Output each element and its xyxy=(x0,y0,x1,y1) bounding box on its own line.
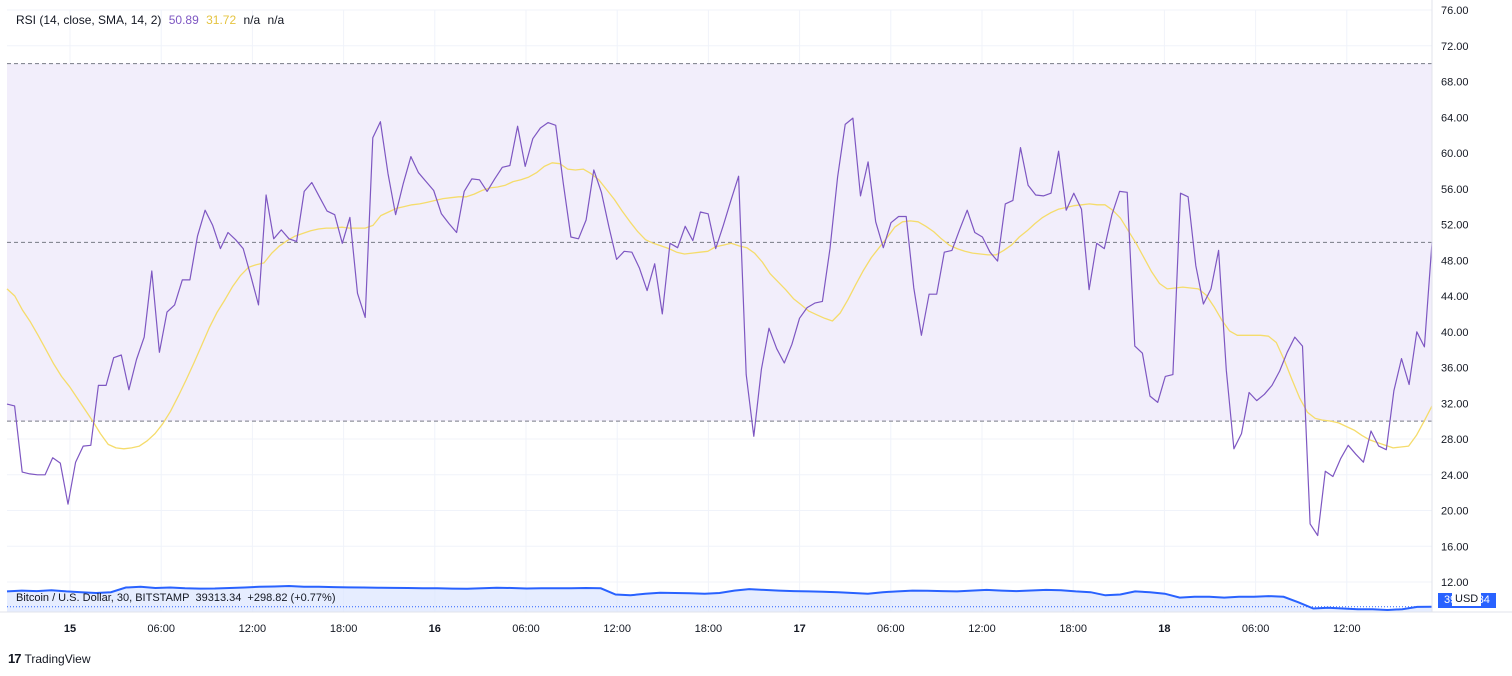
price-pane xyxy=(6,584,1433,612)
sma-value: 31.72 xyxy=(206,13,237,27)
x-tick-label: 06:00 xyxy=(877,623,905,635)
y-tick-label: 52.00 xyxy=(1441,220,1469,232)
rsi-band-background xyxy=(7,63,1432,422)
y-tick-label: 56.00 xyxy=(1441,184,1469,196)
x-tick-label: 15 xyxy=(64,623,76,635)
y-tick-label: 76.00 xyxy=(1441,5,1469,17)
x-tick-label: 18:00 xyxy=(330,623,358,635)
y-tick-label: 40.00 xyxy=(1441,327,1469,339)
series-sma-line xyxy=(6,162,1433,450)
y-tick-label: 72.00 xyxy=(1441,41,1469,53)
currency-label[interactable]: USD xyxy=(1452,592,1482,606)
y-tick-label: 48.00 xyxy=(1441,255,1469,267)
x-tick-label: 06:00 xyxy=(147,623,175,635)
main-series-legend[interactable]: Bitcoin / U.S. Dollar, 30, BITSTAMP 3931… xyxy=(16,592,339,604)
y-tick-label: 16.00 xyxy=(1441,541,1469,553)
y-tick-label: 60.00 xyxy=(1441,148,1469,160)
na-value-1: n/a xyxy=(243,13,261,27)
tradingview-logo[interactable]: 17 TradingView xyxy=(8,651,91,666)
x-tick-label: 12:00 xyxy=(603,623,631,635)
symbol-change: +298.82 (+0.77%) xyxy=(247,592,336,604)
tradingview-logo-icon: 17 xyxy=(8,651,22,666)
x-tick-label: 18:00 xyxy=(695,623,723,635)
x-tick-label: 18:00 xyxy=(1059,623,1087,635)
indicator-title: RSI (14, close, SMA, 14, 2) xyxy=(16,13,162,27)
price-line xyxy=(6,584,1433,612)
y-tick-label: 24.00 xyxy=(1441,470,1469,482)
y-tick-label: 20.00 xyxy=(1441,506,1469,518)
symbol-title: Bitcoin / U.S. Dollar, 30, BITSTAMP xyxy=(16,592,190,604)
y-tick-label: 68.00 xyxy=(1441,77,1469,89)
series-rsi-line xyxy=(6,117,1433,537)
price-area xyxy=(7,586,1432,612)
x-tick-label: 16 xyxy=(429,623,441,635)
y-tick-label: 36.00 xyxy=(1441,363,1469,375)
y-tick-label: 44.00 xyxy=(1441,291,1469,303)
x-tick-label: 06:00 xyxy=(512,623,540,635)
indicator-legend[interactable]: RSI (14, close, SMA, 14, 2) 50.89 31.72 … xyxy=(16,13,288,27)
price-axis[interactable]: 76.00 72.00 68.00 64.00 60.00 56.00 52.00 48.00… xyxy=(1441,5,1469,589)
time-axis[interactable]: 15 06:00 12:00 18:00 16 06:00 12:00 18:00 17 06:0… xyxy=(64,623,1361,635)
y-tick-label: 64.00 xyxy=(1441,112,1469,124)
symbol-price: 39313.34 xyxy=(195,592,242,604)
x-tick-label: 12:00 xyxy=(1333,623,1361,635)
y-tick-label: 32.00 xyxy=(1441,398,1469,410)
x-tick-label: 18 xyxy=(1158,623,1170,635)
na-value-2: n/a xyxy=(267,13,285,27)
x-tick-label: 12:00 xyxy=(968,623,996,635)
x-tick-label: 12:00 xyxy=(239,623,267,635)
x-tick-label: 06:00 xyxy=(1242,623,1270,635)
rsi-value: 50.89 xyxy=(168,13,199,27)
tradingview-logo-text: TradingView xyxy=(24,651,91,666)
y-tick-label: 28.00 xyxy=(1441,434,1469,446)
y-tick-label: 12.00 xyxy=(1441,577,1469,589)
x-tick-label: 17 xyxy=(793,623,805,635)
